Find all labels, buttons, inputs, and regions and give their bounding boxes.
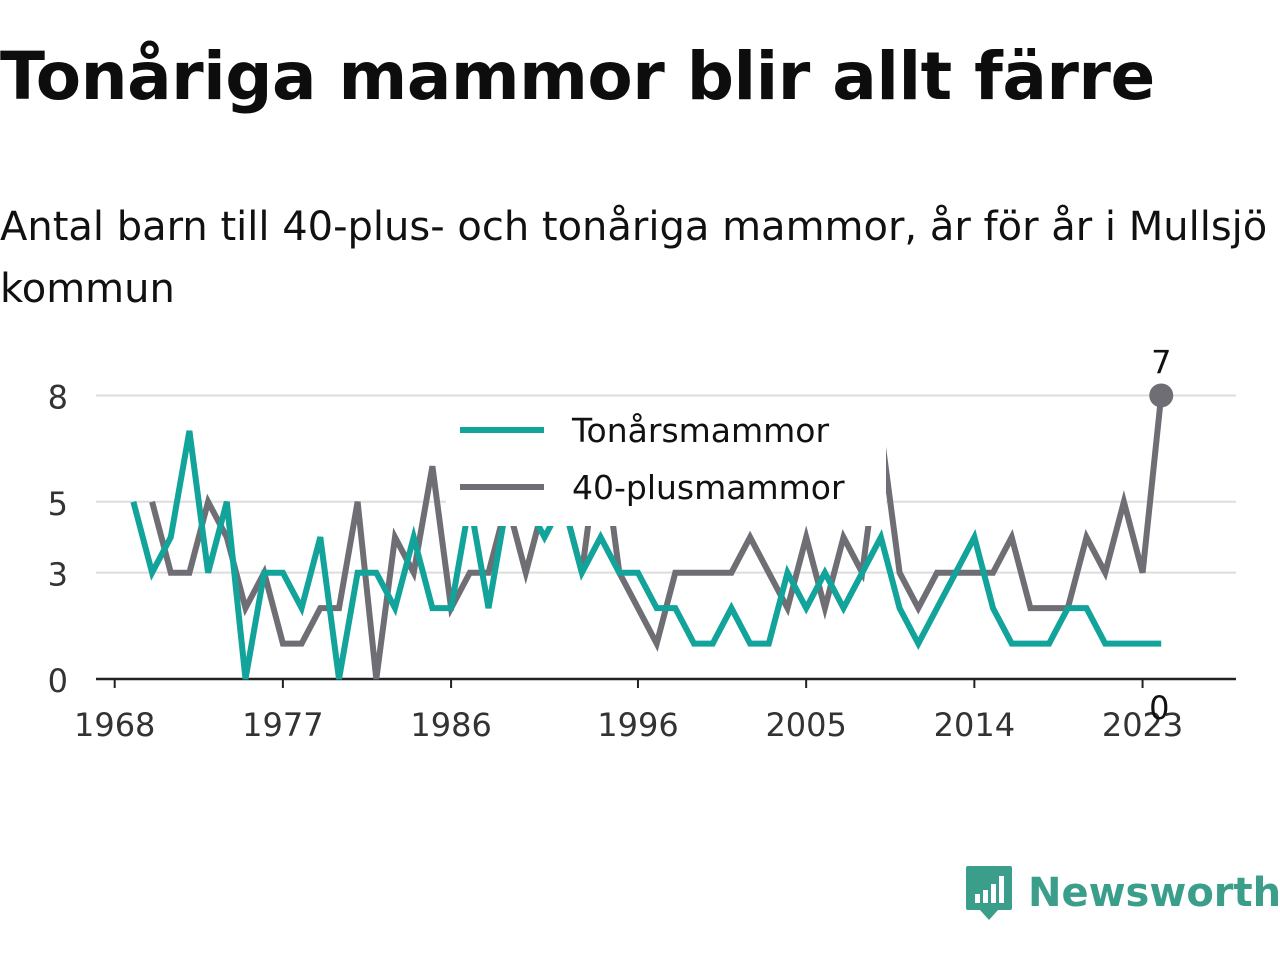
- end-labels: 70: [1149, 343, 1174, 727]
- y-axis-ticks: 0 3 5 8: [48, 378, 68, 700]
- x-tick-label: 1968: [74, 706, 155, 744]
- x-tick-label: 2023: [1102, 706, 1183, 744]
- end-value-label: 7: [1151, 343, 1171, 381]
- x-tick-label: 1986: [410, 706, 491, 744]
- chart-subtitle: Antal barn till 40-plus- och tonåriga ma…: [0, 204, 1268, 312]
- series-line-forty-plus: [149, 395, 1165, 680]
- y-tick-label: 5: [48, 485, 68, 523]
- legend-label: 40-plusmammor: [572, 468, 845, 507]
- chart-title: Tonåriga mammor blir allt färre: [0, 38, 1155, 115]
- y-tick-label: 8: [48, 378, 68, 416]
- legend-label: Tonårsmammor: [571, 411, 829, 450]
- end-point-marker: [1149, 383, 1174, 408]
- x-tick-label: 2014: [934, 706, 1015, 744]
- y-tick-label: 3: [48, 556, 68, 594]
- x-tick-label: 1977: [242, 706, 323, 744]
- series-lines: [130, 395, 1165, 680]
- x-tick-label: 1996: [597, 706, 678, 744]
- x-tick-label: 2005: [765, 706, 846, 744]
- y-tick-label: 0: [48, 662, 68, 700]
- brand-name: Newsworthy: [1028, 870, 1280, 916]
- end-value-label: 0: [1149, 689, 1169, 727]
- legend: Tonårsmammor 40-plusmammor: [446, 402, 886, 526]
- newsworthy-logo-icon: [966, 866, 1012, 920]
- x-axis: 1968 1977 1986 1996 2005 2014 2023: [74, 677, 1236, 744]
- brand: Newsworthy: [964, 864, 1280, 922]
- legend-background: [446, 402, 886, 526]
- series-line-teen: [130, 430, 1162, 680]
- line-chart: 0 3 5 8 1968 1977 1986 1996 2005 2014 2023 Tonårs…: [48, 343, 1236, 744]
